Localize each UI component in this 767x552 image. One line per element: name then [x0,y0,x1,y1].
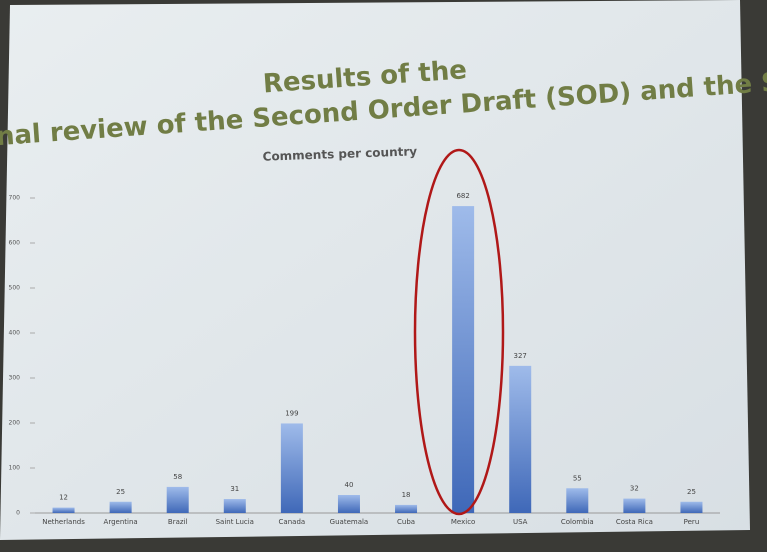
bar [509,366,531,513]
bar [566,488,588,513]
bar [680,502,702,513]
x-tick-label: Cuba [397,518,415,526]
bar [110,502,132,513]
data-label: 40 [344,481,353,489]
x-tick-label: Guatemala [330,518,369,526]
data-label: 199 [285,409,298,417]
y-tick-label: 600 [9,240,21,247]
data-label: 55 [573,474,582,482]
x-tick-label: Brazil [168,518,188,526]
bar [53,508,75,513]
y-tick-label: 0 [16,510,20,517]
x-tick-label: Netherlands [42,518,85,526]
data-label: 25 [687,488,696,496]
y-tick-label: 500 [9,285,21,292]
slide-photo: Results of the external review of the Se… [0,0,767,552]
data-label: 12 [59,494,68,502]
x-tick-label: Argentina [104,518,138,526]
bar [395,505,417,513]
data-label: 25 [116,488,125,496]
data-label: 18 [402,491,411,499]
y-tick-label: 100 [9,465,21,472]
x-tick-label: Saint Lucia [216,518,254,526]
bar [338,495,360,513]
bar [224,499,246,513]
y-tick-label: 400 [9,330,21,337]
bar [281,423,303,513]
y-tick-label: 700 [9,195,21,202]
x-tick-label: USA [513,518,528,526]
bar [623,499,645,513]
bar [167,487,189,513]
data-label: 682 [456,192,469,200]
x-tick-label: Costa Rica [616,518,653,526]
data-label: 327 [514,352,527,360]
x-tick-label: Peru [684,518,700,526]
data-label: 31 [230,485,239,493]
data-label: 58 [173,473,182,481]
y-tick-label: 200 [9,420,21,427]
data-label: 32 [630,485,639,493]
bar [452,206,474,513]
x-tick-label: Canada [279,518,306,526]
y-tick-label: 300 [9,375,21,382]
x-tick-label: Colombia [561,518,594,526]
x-tick-label: Mexico [451,518,475,526]
